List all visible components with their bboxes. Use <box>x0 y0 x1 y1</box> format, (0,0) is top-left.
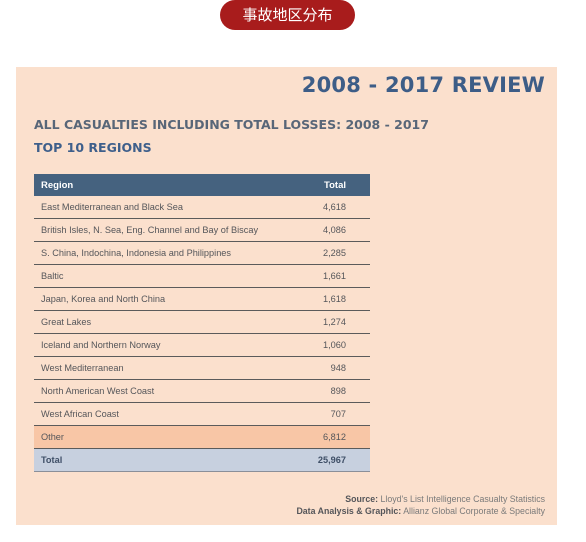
region-cell: British Isles, N. Sea, Eng. Channel and … <box>34 218 299 242</box>
region-column-header: Region <box>34 174 299 196</box>
region-cell: West African Coast <box>34 402 299 426</box>
region-cell: Other <box>34 425 299 449</box>
total-cell: 948 <box>299 356 370 380</box>
total-cell: 4,086 <box>299 218 370 242</box>
total-cell: 4,618 <box>299 196 370 219</box>
region-cell: North American West Coast <box>34 379 299 403</box>
total-cell: 898 <box>299 379 370 403</box>
other-row: Other 6,812 <box>34 425 370 449</box>
table-row: Iceland and Northern Norway 1,060 <box>34 333 370 357</box>
region-cell: Baltic <box>34 264 299 288</box>
region-distribution-banner: 事故地区分布 <box>220 0 355 30</box>
source-line: Source: Lloyd's List Intelligence Casual… <box>296 493 545 505</box>
table-row: S. China, Indochina, Indonesia and Phili… <box>34 241 370 265</box>
region-cell: S. China, Indochina, Indonesia and Phili… <box>34 241 299 265</box>
total-cell: 1,060 <box>299 333 370 357</box>
source-label: Source: <box>345 494 379 504</box>
analysis-line: Data Analysis & Graphic: Allianz Global … <box>296 505 545 517</box>
casualties-table: Region Total East Mediterranean and Blac… <box>34 174 370 472</box>
table-row: Great Lakes 1,274 <box>34 310 370 334</box>
table-row: Japan, Korea and North China 1,618 <box>34 287 370 311</box>
table-row: British Isles, N. Sea, Eng. Channel and … <box>34 218 370 242</box>
table-row: West African Coast 707 <box>34 402 370 426</box>
total-cell: 6,812 <box>299 425 370 449</box>
total-cell: 2,285 <box>299 241 370 265</box>
source-credits: Source: Lloyd's List Intelligence Casual… <box>296 493 545 517</box>
review-title: 2008 - 2017 REVIEW <box>301 73 545 97</box>
source-text: Lloyd's List Intelligence Casualty Stati… <box>380 494 546 504</box>
region-cell: East Mediterranean and Black Sea <box>34 196 299 219</box>
total-cell: 1,618 <box>299 287 370 311</box>
total-cell: 25,967 <box>299 448 370 472</box>
total-column-header: Total <box>299 174 370 196</box>
table-row: East Mediterranean and Black Sea 4,618 <box>34 196 370 219</box>
grand-total-row: Total 25,967 <box>34 448 370 472</box>
analysis-label: Data Analysis & Graphic: <box>296 506 402 516</box>
table-row: Baltic 1,661 <box>34 264 370 288</box>
table-header-row: Region Total <box>34 174 370 196</box>
total-cell: 1,661 <box>299 264 370 288</box>
region-cell: Great Lakes <box>34 310 299 334</box>
region-cell: Japan, Korea and North China <box>34 287 299 311</box>
region-cell: West Mediterranean <box>34 356 299 380</box>
total-cell: 1,274 <box>299 310 370 334</box>
total-cell: 707 <box>299 402 370 426</box>
region-cell: Iceland and Northern Norway <box>34 333 299 357</box>
analysis-text: Allianz Global Corporate & Specialty <box>403 506 545 516</box>
top-regions-heading: TOP 10 REGIONS <box>34 140 152 155</box>
table-row: West Mediterranean 948 <box>34 356 370 380</box>
casualties-heading: ALL CASUALTIES INCLUDING TOTAL LOSSES: 2… <box>34 117 429 132</box>
region-cell: Total <box>34 448 299 472</box>
infographic-panel: 2008 - 2017 REVIEW ALL CASUALTIES INCLUD… <box>16 67 557 525</box>
table-row: North American West Coast 898 <box>34 379 370 403</box>
